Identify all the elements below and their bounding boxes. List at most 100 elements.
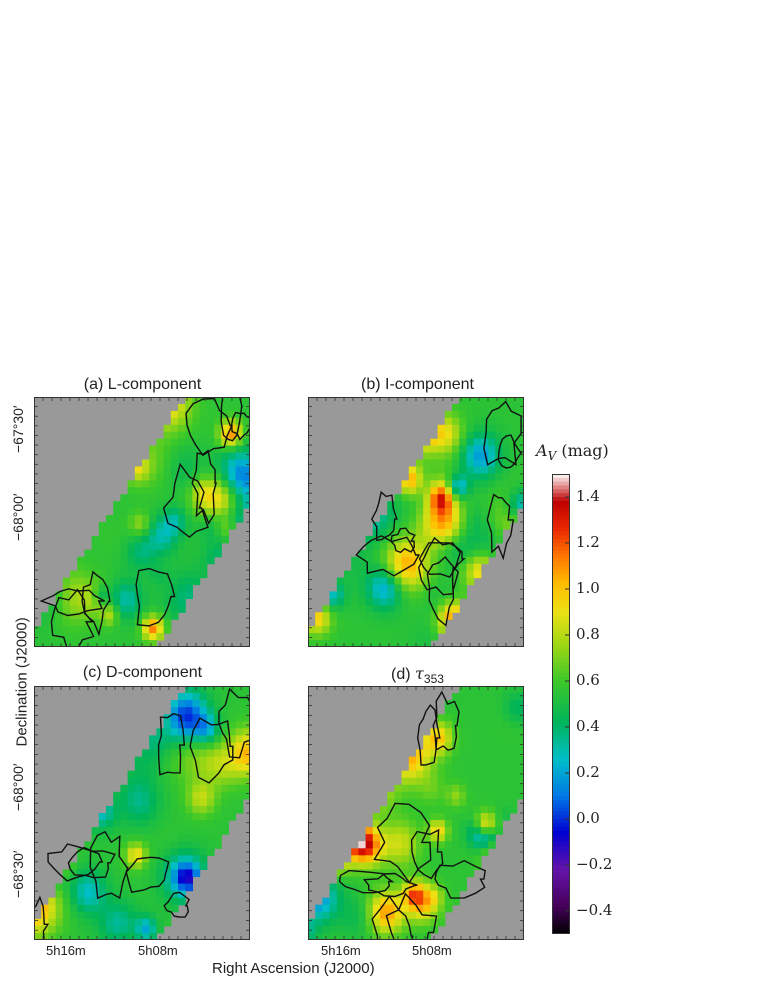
panel-c-pixel xyxy=(113,805,121,814)
colorbar-tick-label: 1.0 xyxy=(576,579,600,597)
panel-b-pixel xyxy=(401,563,410,572)
panel-d-pixel xyxy=(423,735,431,744)
panel-c-pixel xyxy=(221,777,229,786)
panel-d-pixel xyxy=(516,714,524,722)
panel-d-pixel xyxy=(509,805,518,814)
panel-a-pixel xyxy=(113,584,121,593)
panel-b-pixel xyxy=(452,494,460,502)
panel-a-pixel xyxy=(134,549,143,558)
panel-d-pixel xyxy=(430,855,439,863)
panel-a-pixel xyxy=(98,584,107,593)
panel-b-pixel xyxy=(380,535,388,544)
panel-d-pixel xyxy=(416,925,424,934)
panel-c-pixel xyxy=(170,707,179,715)
panel-d-pixel xyxy=(480,728,489,736)
panel-b-pixel xyxy=(459,480,467,488)
panel-b-pixel xyxy=(480,403,489,412)
panel-c-pixel xyxy=(149,848,157,856)
panel-d-pixel xyxy=(516,756,524,765)
panel-a-pixel xyxy=(134,494,143,502)
panel-a-pixel xyxy=(156,605,165,613)
panel-a-pixel xyxy=(206,473,215,481)
panel-c-pixel xyxy=(127,904,136,913)
panel-b-pixel xyxy=(358,598,367,606)
panel-c-pixel xyxy=(178,805,186,814)
panel-d-pixel xyxy=(416,827,424,835)
colorbar-segment xyxy=(552,815,570,820)
panel-c-pixel xyxy=(170,820,179,828)
panel-b-pixel xyxy=(380,640,388,647)
panel-a-pixel xyxy=(185,556,193,565)
panel-a-pixel xyxy=(199,424,208,433)
panel-a-pixel xyxy=(41,626,49,634)
panel-d-pixel xyxy=(351,862,359,871)
panel-c-pixel xyxy=(142,918,150,927)
panel-b-pixel xyxy=(387,549,395,558)
panel-b-pixel xyxy=(380,605,388,613)
panel-a-pixel xyxy=(113,528,121,537)
panel-d-pixel xyxy=(408,820,417,828)
panel-c-pixel xyxy=(235,763,244,772)
panel-d-contour xyxy=(371,895,414,940)
panel-c-pixel xyxy=(221,742,229,751)
panel-b-pixel xyxy=(473,459,482,468)
panel-b-pixel xyxy=(444,515,453,523)
colorbar-segment xyxy=(552,554,570,559)
panel-b-pixel xyxy=(502,466,511,474)
panel-d-pixel xyxy=(444,777,453,786)
panel-d-pixel xyxy=(444,784,453,793)
colorbar-segment xyxy=(552,926,570,931)
panel-a-pixel xyxy=(170,570,179,579)
panel-b-pixel xyxy=(459,466,467,474)
panel-b-pixel xyxy=(473,473,482,481)
panel-c-pixel xyxy=(142,911,150,920)
panel-d-pixel xyxy=(459,770,467,779)
panel-d-pixel xyxy=(459,855,467,863)
panel-a-pixel xyxy=(178,535,186,544)
panel-d-pixel xyxy=(473,791,482,800)
panel-b-pixel xyxy=(394,598,403,606)
panel-a-pixel xyxy=(214,438,222,447)
panel-b-pixel xyxy=(459,528,467,537)
colorbar-segment xyxy=(552,631,570,636)
panel-c-pixel xyxy=(127,813,136,821)
panel-b-pixel xyxy=(502,473,511,481)
panel-a-pixel xyxy=(149,480,157,488)
panel-b-pixel xyxy=(488,522,496,530)
panel-a-pixel xyxy=(70,619,78,627)
panel-a-pixel xyxy=(113,535,121,544)
panel-b-pixel xyxy=(509,494,518,502)
panel-b-pixel xyxy=(416,515,424,523)
panel-a-pixel xyxy=(185,452,193,461)
panel-c-pixel xyxy=(120,890,129,899)
panel-d-pixel xyxy=(329,897,338,906)
panel-c-pixel xyxy=(55,925,64,934)
panel-b-pixel xyxy=(488,445,496,454)
panel-c-pixel xyxy=(84,911,93,920)
panel-a-pixel xyxy=(185,522,193,530)
panel-b-pixel xyxy=(437,508,446,516)
panel-a-pixel xyxy=(77,570,85,579)
panel-d-pixel xyxy=(394,841,403,849)
panel-d-pixel xyxy=(365,827,374,835)
panel-c-pixel xyxy=(199,721,208,729)
panel-b-pixel xyxy=(437,522,446,530)
panel-c-pixel xyxy=(120,918,129,927)
panel-b-pixel xyxy=(372,605,381,613)
panel-a-pixel xyxy=(142,542,150,551)
panel-b-pixel xyxy=(459,584,467,593)
panel-d-pixel xyxy=(401,827,410,835)
panel-c-pixel xyxy=(113,932,121,940)
panel-b-pixel xyxy=(401,577,410,586)
colorbar-segment xyxy=(552,861,570,866)
panel-b-pixel xyxy=(437,549,446,558)
panel-d-pixel xyxy=(423,883,431,892)
colorbar-segment xyxy=(552,543,570,548)
panel-a-pixel xyxy=(70,633,78,641)
panel-b-pixel xyxy=(358,577,367,586)
panel-a-contour xyxy=(185,397,234,457)
panel-d-pixel xyxy=(502,728,511,736)
panel-a-pixel xyxy=(127,480,136,488)
panel-b-pixel xyxy=(488,431,496,440)
panel-c-pixel xyxy=(206,798,215,807)
